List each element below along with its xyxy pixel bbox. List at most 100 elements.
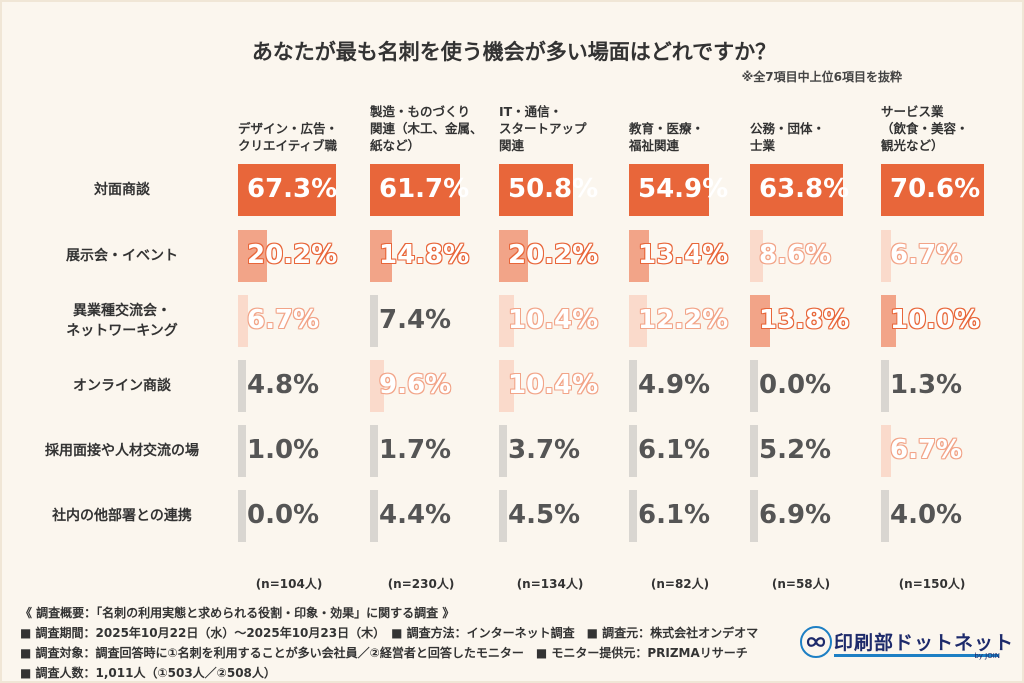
data-label: 20.2% — [508, 240, 599, 270]
bar — [238, 230, 267, 282]
infinity-logo-icon — [800, 626, 832, 658]
row-label: 採用面接や人材交流の場 — [27, 441, 217, 461]
data-label: 13.8% — [759, 305, 850, 335]
chart-cell: 10.0% — [881, 295, 984, 347]
row-label: 展示会・イベント — [27, 246, 217, 266]
bar — [750, 425, 758, 477]
bar — [881, 490, 889, 542]
chart-cell: 20.2% — [238, 230, 341, 282]
data-label: 9.6% — [379, 370, 452, 400]
bar — [881, 360, 889, 412]
data-label: 10.4% — [508, 370, 599, 400]
bar — [370, 490, 378, 542]
chart-cell: 10.4% — [499, 295, 602, 347]
chart-cell: 4.8% — [238, 360, 341, 412]
bar — [881, 425, 891, 477]
bar — [499, 164, 573, 216]
chart-cell: 3.7% — [499, 425, 602, 477]
row-label-line: 展示会・イベント — [66, 248, 178, 264]
bar — [629, 230, 649, 282]
chart-cell: 8.6% — [750, 230, 853, 282]
data-label: 67.3% — [247, 174, 338, 204]
data-label: 5.2% — [759, 435, 832, 465]
sample-size-label: (n=82人) — [650, 577, 710, 591]
bar — [629, 360, 637, 412]
column-header-line: デザイン・広告・ — [238, 121, 339, 136]
data-label: 70.6% — [890, 174, 981, 204]
bar — [499, 230, 528, 282]
chart-cell: 6.1% — [629, 490, 732, 542]
data-label: 6.7% — [890, 435, 963, 465]
data-label: 7.4% — [379, 305, 452, 335]
data-label: 0.0% — [247, 500, 320, 530]
chart-cell: 1.3% — [881, 360, 984, 412]
chart-cell: 4.5% — [499, 490, 602, 542]
data-label: 63.8% — [759, 174, 850, 204]
bar — [499, 425, 507, 477]
chart-cell: 4.0% — [881, 490, 984, 542]
data-label: 6.1% — [638, 435, 711, 465]
chart-cell: 4.9% — [629, 360, 732, 412]
chart-cell: 9.6% — [370, 360, 473, 412]
chart-cell: 0.0% — [238, 490, 341, 542]
footer-line: ■ 調査対象：調査回答時に①名刺を利用することが多い会社員／②経営者と回答したモ… — [20, 646, 748, 660]
bar — [750, 295, 770, 347]
data-label: 6.7% — [247, 305, 320, 335]
footer-line: 《 調査概要：「名刺の利用実態と求められる役割・印象・効果」に関する調査 》 — [20, 606, 455, 620]
bar — [370, 425, 378, 477]
sample-size-label: (n=58人) — [771, 577, 831, 591]
column-header: 教育・医療・ 福祉関連 — [629, 120, 759, 154]
data-label: 4.8% — [247, 370, 320, 400]
data-label: 4.0% — [890, 500, 963, 530]
data-label: 61.7% — [379, 174, 470, 204]
bar — [499, 490, 507, 542]
logo-sub: by JOIN — [974, 652, 1000, 660]
data-label: 1.0% — [247, 435, 320, 465]
sample-size-label: (n=134人) — [516, 577, 584, 591]
data-label: 4.4% — [379, 500, 452, 530]
column-header-line: サービス業 — [881, 104, 944, 119]
bar — [238, 360, 246, 412]
footer-line: ■ 調査人数：1,011人（①503人／②508人） — [20, 666, 276, 680]
row-label: 対面商談 — [27, 180, 217, 200]
bar — [238, 425, 246, 477]
chart-cell: 4.4% — [370, 490, 473, 542]
chart-cell: 7.4% — [370, 295, 473, 347]
data-label: 1.7% — [379, 435, 452, 465]
sample-size-label: (n=150人) — [898, 577, 966, 591]
chart-cell: 0.0% — [750, 360, 853, 412]
chart-cell: 13.4% — [629, 230, 732, 282]
bar — [750, 164, 843, 216]
data-label: 3.7% — [508, 435, 581, 465]
column-header-line: IT・通信・ — [499, 104, 563, 119]
chart-cell: 63.8% — [750, 164, 853, 216]
bar — [629, 164, 709, 216]
row-label-line: 異業種交流会・ — [73, 303, 171, 319]
column-header-line: 紙など） — [370, 138, 421, 153]
column-header-line: （飲食・美容・ — [881, 121, 969, 136]
sample-size-label: (n=230人) — [387, 577, 455, 591]
column-header: IT・通信・ スタートアップ 関連 — [499, 103, 629, 154]
bar — [499, 360, 514, 412]
bar — [238, 490, 246, 542]
column-header-line: 教育・医療・ — [629, 121, 705, 136]
column-header-line: 士業 — [750, 138, 776, 153]
chart-cell: 13.8% — [750, 295, 853, 347]
chart-cell: 6.9% — [750, 490, 853, 542]
data-label: 4.5% — [508, 500, 581, 530]
column-header-line: クリエイティブ職 — [238, 138, 338, 153]
data-label: 12.2% — [638, 305, 729, 335]
sample-size-label: (n=104人) — [255, 577, 323, 591]
logo-underline — [834, 654, 999, 657]
bar — [629, 490, 637, 542]
bar — [370, 230, 392, 282]
column-header: 公務・団体・ 士業 — [750, 120, 880, 154]
column-header-line: 観光など） — [881, 138, 944, 153]
chart-cell: 12.2% — [629, 295, 732, 347]
bar — [629, 425, 637, 477]
chart-cell: 6.7% — [238, 295, 341, 347]
bar — [370, 164, 460, 216]
row-label-line: 社内の他部署との連携 — [52, 508, 192, 524]
chart-note: ※全7項目中上位6項目を抜粋 — [741, 70, 902, 84]
logo-text: 印刷部ドットネット — [834, 632, 1015, 654]
